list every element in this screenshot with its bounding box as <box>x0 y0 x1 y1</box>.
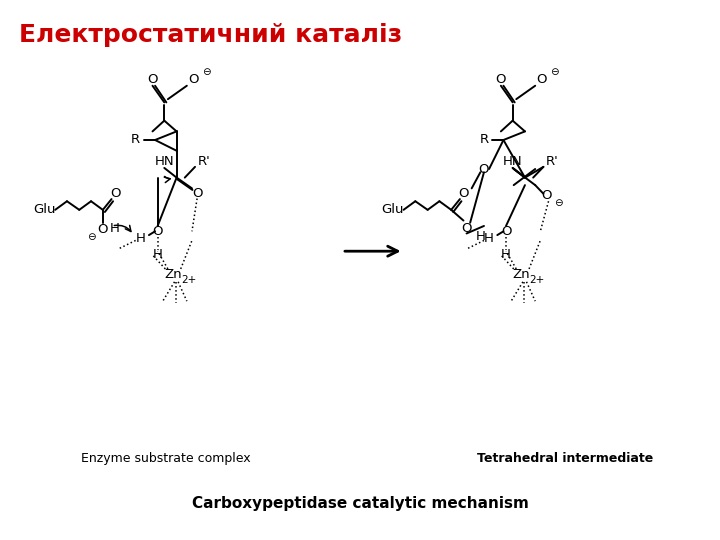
Text: Zn: Zn <box>164 268 182 281</box>
Text: O: O <box>110 187 120 200</box>
Text: ⊖: ⊖ <box>86 232 96 242</box>
Text: ⊖: ⊖ <box>202 68 211 77</box>
Text: H: H <box>475 230 485 243</box>
Text: Glu: Glu <box>33 204 55 217</box>
Text: HN: HN <box>503 155 523 168</box>
Text: Tetrahedral intermediate: Tetrahedral intermediate <box>477 451 653 464</box>
Text: 2+: 2+ <box>181 275 196 285</box>
Text: 2+: 2+ <box>529 275 544 285</box>
Text: O: O <box>462 221 472 234</box>
Text: O: O <box>495 73 506 86</box>
Text: Електростатичний каталіз: Електростатичний каталіз <box>19 23 402 47</box>
Text: O: O <box>536 73 547 86</box>
FancyArrowPatch shape <box>164 177 170 183</box>
Text: O: O <box>541 190 552 202</box>
Text: O: O <box>458 187 469 200</box>
Text: O: O <box>98 223 108 236</box>
Text: H: H <box>501 248 511 261</box>
Text: O: O <box>192 187 202 200</box>
Text: Carboxypeptidase catalytic mechanism: Carboxypeptidase catalytic mechanism <box>192 496 528 511</box>
Text: O: O <box>479 163 489 176</box>
Text: R: R <box>131 133 140 146</box>
Text: O: O <box>500 225 511 238</box>
Text: Glu: Glu <box>382 204 404 217</box>
Text: ⊖: ⊖ <box>554 198 563 208</box>
Text: R: R <box>480 133 489 146</box>
Text: H: H <box>136 232 145 245</box>
Text: ⊖: ⊖ <box>550 68 559 77</box>
Text: HN: HN <box>155 155 174 168</box>
Text: R': R' <box>197 155 210 168</box>
FancyArrowPatch shape <box>114 225 131 232</box>
Text: H: H <box>484 232 494 245</box>
Text: O: O <box>188 73 199 86</box>
Text: Zn: Zn <box>513 268 530 281</box>
Text: Enzyme substrate complex: Enzyme substrate complex <box>81 451 250 464</box>
Text: R': R' <box>546 155 559 168</box>
Text: H: H <box>110 221 120 234</box>
Text: O: O <box>153 225 163 238</box>
Text: O: O <box>148 73 158 86</box>
Text: H: H <box>153 248 163 261</box>
